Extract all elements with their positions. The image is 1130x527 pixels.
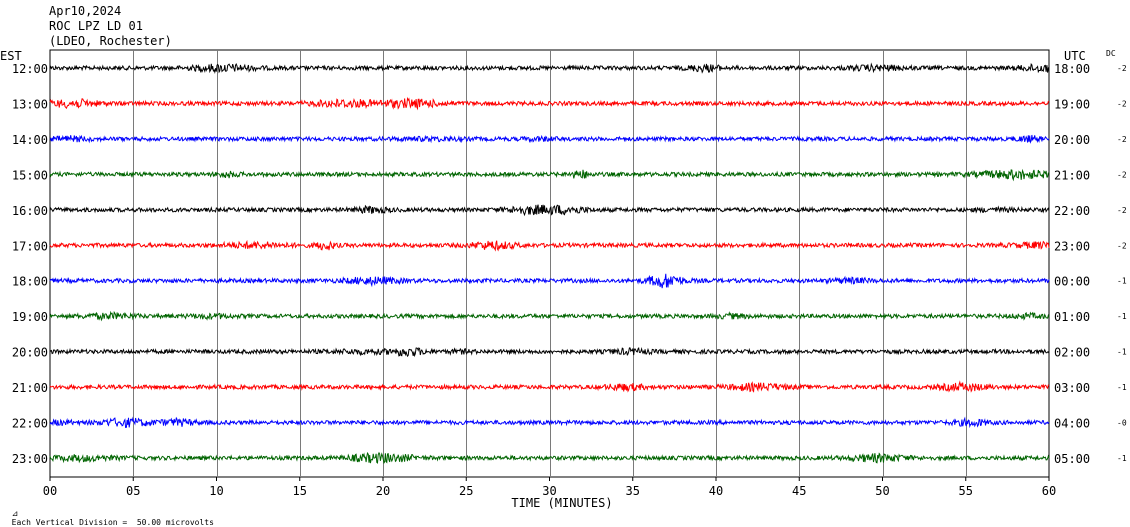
trace-line [49, 62, 1050, 75]
utc-hour-label: 18:00 [1054, 62, 1090, 76]
hour-labels: 12:00 18:00 -2 13:00 19:00 -2 14:00 20:00 -2 15:0… [12, 62, 1127, 466]
est-hour-label: 12:00 [12, 62, 48, 76]
network-label: (LDEO, Rochester) [49, 34, 172, 48]
utc-hour-label: 02:00 [1054, 346, 1090, 360]
trace-line [49, 134, 1050, 144]
dc-value-label: -0 [1117, 419, 1127, 428]
trace-line [49, 204, 1050, 217]
x-tick-label: 35 [626, 484, 640, 498]
x-tick-label: 15 [293, 484, 307, 498]
x-axis-title: TIME (MINUTES) [511, 496, 612, 510]
record-date: Apr10,2024 [49, 4, 122, 18]
x-tick-label: 40 [709, 484, 723, 498]
utc-hour-label: 19:00 [1054, 97, 1090, 111]
utc-hour-label: 03:00 [1054, 381, 1090, 395]
x-tick-label: 25 [459, 484, 473, 498]
scale-note: ⊿ Each Vertical Division = 50.00 microvo… [2, 500, 214, 527]
dc-value-label: -1 [1117, 348, 1127, 357]
est-zone-label: EST [0, 49, 22, 63]
est-hour-label: 14:00 [12, 133, 48, 147]
dc-value-label: -2 [1117, 170, 1127, 179]
station-code: ROC LPZ LD 01 [49, 19, 143, 33]
est-hour-label: 21:00 [12, 381, 48, 395]
trace-line [49, 346, 1050, 358]
x-tick-label: 55 [959, 484, 973, 498]
dc-value-label: -2 [1117, 64, 1127, 73]
x-axis: 00 05 10 15 20 25 30 35 40 45 50 55 60 [43, 477, 1056, 498]
x-tick-label: 10 [209, 484, 223, 498]
dc-value-label: -1 [1117, 277, 1127, 286]
trace-line [49, 273, 1050, 289]
seismic-traces [49, 62, 1050, 465]
est-hour-label: 23:00 [12, 452, 48, 466]
utc-zone-label: UTC [1064, 49, 1086, 63]
x-tick-label: 20 [376, 484, 390, 498]
trace-line [49, 96, 1050, 111]
utc-hour-label: 05:00 [1054, 452, 1090, 466]
est-hour-label: 20:00 [12, 346, 48, 360]
x-tick-label: 00 [43, 484, 57, 498]
trace-line [49, 416, 1050, 429]
trace-line [49, 451, 1050, 465]
scale-icon: ⊿ [11, 509, 19, 518]
dc-value-label: -2 [1117, 206, 1127, 215]
time-grid [49, 49, 1050, 478]
trace-line [49, 168, 1050, 182]
dc-value-label: -1 [1117, 454, 1127, 463]
plot-frame [49, 49, 1050, 478]
utc-hour-label: 01:00 [1054, 310, 1090, 324]
est-hour-label: 15:00 [12, 168, 48, 182]
x-tick-label: 05 [126, 484, 140, 498]
dc-column-label: DC [1106, 49, 1116, 58]
scale-note-text: Each Vertical Division = 50.00 microvolt… [11, 518, 214, 527]
x-tick-label: 45 [792, 484, 806, 498]
est-hour-label: 22:00 [12, 417, 48, 431]
utc-hour-label: 04:00 [1054, 417, 1090, 431]
dc-value-label: -1 [1117, 383, 1127, 392]
dc-value-label: -2 [1117, 99, 1127, 108]
utc-hour-label: 22:00 [1054, 204, 1090, 218]
est-hour-label: 19:00 [12, 310, 48, 324]
est-hour-label: 17:00 [12, 239, 48, 253]
utc-hour-label: 21:00 [1054, 168, 1090, 182]
x-tick-label: 60 [1042, 484, 1056, 498]
dc-value-label: -2 [1117, 241, 1127, 250]
trace-line [49, 380, 1050, 393]
dc-value-label: -2 [1117, 135, 1127, 144]
utc-hour-label: 23:00 [1054, 239, 1090, 253]
trace-line [49, 239, 1050, 252]
utc-hour-label: 20:00 [1054, 133, 1090, 147]
est-hour-label: 16:00 [12, 204, 48, 218]
est-hour-label: 13:00 [12, 97, 48, 111]
x-tick-label: 50 [875, 484, 889, 498]
est-hour-label: 18:00 [12, 275, 48, 289]
dc-value-label: -1 [1117, 312, 1127, 321]
trace-line [49, 310, 1050, 322]
x-tick-label: 30 [542, 484, 556, 498]
utc-hour-label: 00:00 [1054, 275, 1090, 289]
